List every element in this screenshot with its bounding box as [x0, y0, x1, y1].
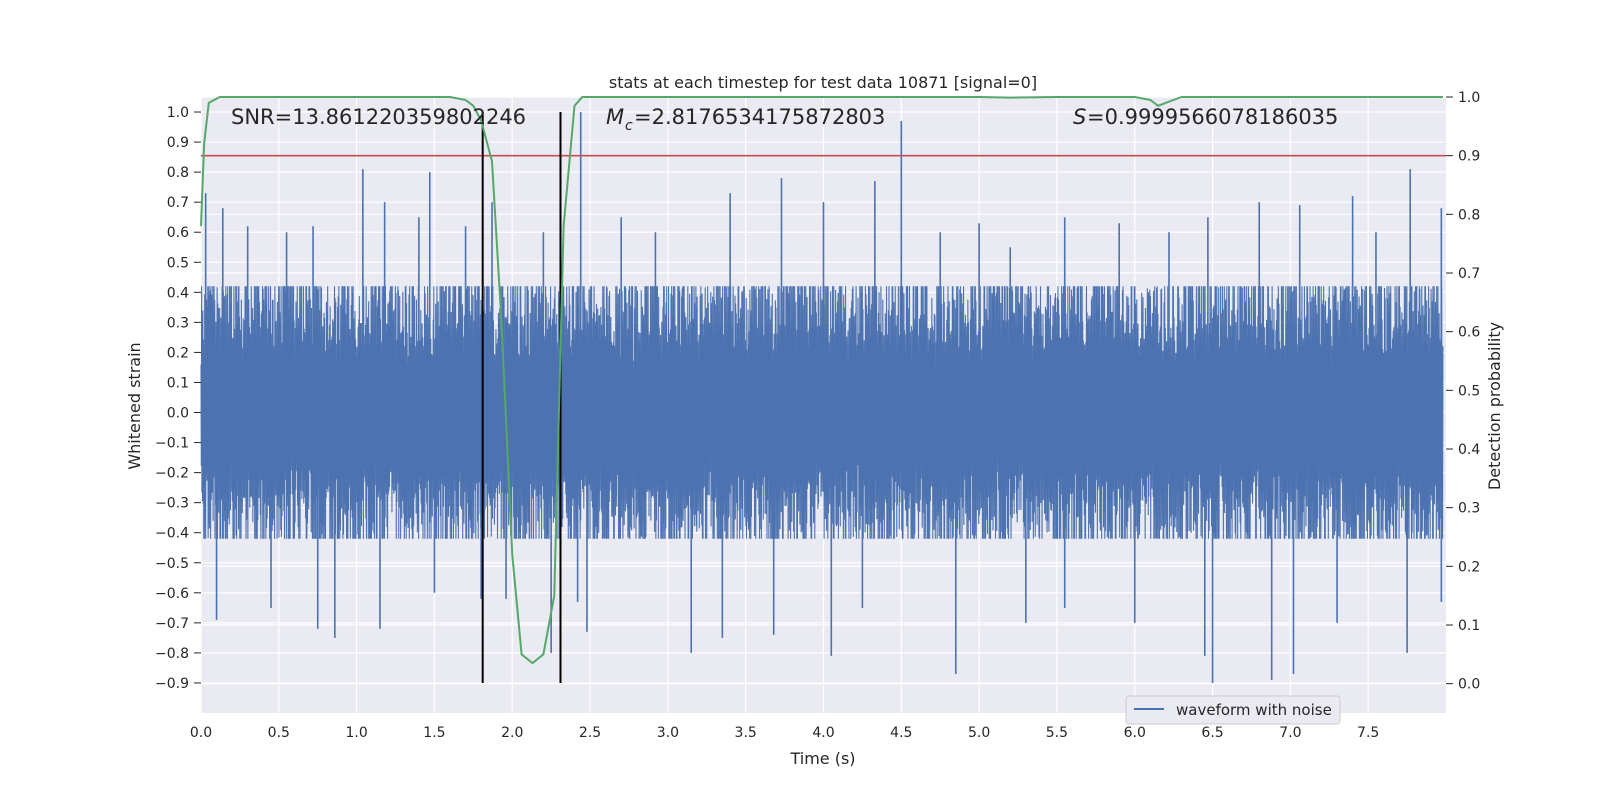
score-annotation: S =0.9999566078186035 [1073, 105, 1338, 129]
x-tick-label: 5.5 [1046, 725, 1068, 741]
x-tick-label: 7.5 [1357, 725, 1379, 741]
x-tick-label: 5.0 [968, 725, 990, 741]
left-tick-label: 0.6 [167, 225, 189, 241]
left-axis-ticks: 1.0 0.9 0.8 0.7 0.6 0.5 0.4 0.3 0.2 0.1 0.0 −0.1 −0.… [155, 105, 201, 692]
left-tick-label: 0.8 [167, 165, 189, 181]
svg-text:c: c [625, 118, 633, 134]
left-tick-label: −0.3 [155, 496, 189, 512]
left-axis-label: Whitened strain [125, 342, 144, 469]
svg-text:M: M [606, 105, 624, 129]
left-tick-label: −0.6 [155, 586, 189, 602]
right-tick-label: 0.2 [1458, 559, 1480, 575]
right-tick-label: 0.3 [1458, 501, 1480, 517]
left-tick-label: 0.5 [167, 255, 189, 271]
right-tick-label: 0.4 [1458, 442, 1480, 458]
x-tick-label: 1.5 [423, 725, 445, 741]
right-tick-label: 0.9 [1458, 149, 1480, 165]
x-tick-label: 6.0 [1124, 725, 1146, 741]
score-value: =0.9999566078186035 [1087, 105, 1338, 129]
legend-label: waveform with noise [1176, 701, 1332, 719]
right-tick-label: 0.0 [1458, 677, 1480, 693]
chart-title: stats at each timestep for test data 108… [609, 73, 1037, 92]
left-tick-label: 1.0 [167, 105, 189, 121]
chirp-mass-annotation: M c =2.8176534175872803 [606, 105, 885, 134]
left-tick-label: −0.8 [155, 646, 189, 662]
legend-box [1125, 695, 1341, 725]
x-tick-label: 0.5 [268, 725, 290, 741]
snr-annotation: SNR=13.861220359802246 [231, 105, 526, 129]
legend: waveform with noise [1125, 695, 1341, 725]
left-tick-label: 0.3 [167, 315, 189, 331]
left-tick-label: −0.5 [155, 556, 189, 572]
left-tick-label: 0.9 [167, 135, 189, 151]
x-tick-label: 6.5 [1201, 725, 1223, 741]
x-tick-label: 3.5 [735, 725, 757, 741]
right-tick-label: 0.8 [1458, 207, 1480, 223]
waveform-trace [200, 286, 1444, 539]
probability-line [200, 96, 1443, 665]
right-tick-label: 0.7 [1458, 266, 1480, 282]
left-tick-label: −0.9 [155, 676, 189, 692]
right-tick-label: 0.1 [1458, 618, 1480, 634]
x-tick-label: 2.5 [579, 725, 601, 741]
left-tick-label: −0.2 [155, 466, 189, 482]
x-tick-label: 4.5 [890, 725, 912, 741]
left-tick-label: −0.1 [155, 436, 189, 452]
left-tick-label: −0.4 [155, 526, 189, 542]
x-tick-label: 3.0 [657, 725, 679, 741]
waveform-series [200, 112, 1444, 683]
x-tick-label: 4.0 [812, 725, 834, 741]
right-axis-ticks: 1.0 0.9 0.8 0.7 0.6 0.5 0.4 0.3 0.2 0.1 0.0 [1446, 90, 1480, 693]
left-tick-label: 0.1 [167, 375, 189, 391]
chirp-mass-value: =2.8176534175872803 [634, 105, 885, 129]
right-axis-label: Detection probability [1485, 322, 1504, 490]
left-tick-label: 0.2 [167, 345, 189, 361]
x-axis-ticks: 0.0 0.5 1.0 1.5 2.0 2.5 3.0 3.5 4.0 4.5 5.0 5.5 6.0 6… [190, 725, 1379, 741]
left-tick-label: −0.7 [155, 616, 189, 632]
x-tick-label: 7.0 [1279, 725, 1301, 741]
svg-text:S: S [1073, 105, 1086, 129]
x-tick-label: 2.0 [501, 725, 523, 741]
right-tick-label: 0.6 [1458, 325, 1480, 341]
left-tick-label: 0.0 [167, 406, 189, 422]
event-window-lines [481, 112, 562, 683]
x-tick-label: 1.0 [345, 725, 367, 741]
probability-series [200, 96, 1443, 665]
right-tick-label: 0.5 [1458, 383, 1480, 399]
x-axis-label: Time (s) [789, 749, 855, 768]
left-tick-label: 0.4 [167, 285, 189, 301]
left-tick-label: 0.7 [167, 195, 189, 211]
x-tick-label: 0.0 [190, 725, 212, 741]
right-tick-label: 1.0 [1458, 90, 1480, 106]
